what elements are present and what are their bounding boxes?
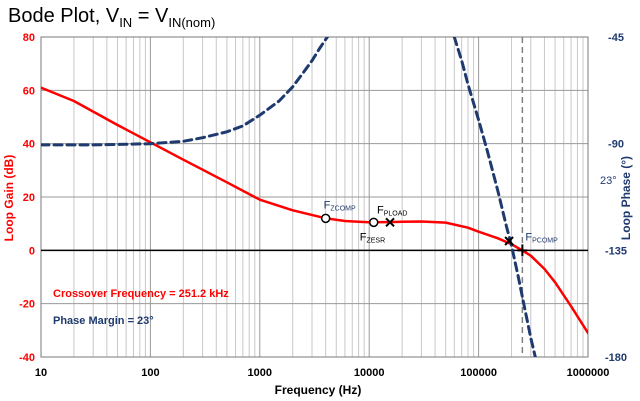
- marker-circle-1: [368, 217, 379, 228]
- marker-plus-4: [517, 244, 528, 257]
- marker-layer: FZCOMP FZESR FPLOAD FPCOMP: [320, 199, 558, 257]
- y-left-tick-label: 60: [23, 85, 35, 97]
- y-axis-left-label: Loop Gain (dB): [2, 155, 16, 242]
- y-right-tick-label: -135: [605, 245, 627, 257]
- y-right-tick-label: -180: [605, 352, 627, 364]
- x-tick-label: 10: [35, 367, 47, 379]
- chart-title: Bode Plot, VIN = VIN(nom): [8, 5, 215, 30]
- y-axis-right-label: Loop Phase (°): [619, 156, 633, 240]
- gain-series-line: [41, 86, 588, 335]
- tick-label-layer: 10 100 1000 10000 100000 1000000 -40 -20 0 20 40 60…: [19, 32, 627, 379]
- zero-line-layer: [41, 37, 588, 357]
- y-left-tick-label: -20: [19, 299, 35, 311]
- y-right-tick-label: -45: [608, 32, 624, 44]
- crossover-annotation: Crossover Frequency = 251.2 kHz: [53, 288, 229, 300]
- marker-label-zcomp: FZCOMP: [324, 199, 356, 212]
- series-layer: [41, 37, 588, 357]
- marker-cross-2: [385, 217, 395, 228]
- phase-margin-annotation: Phase Margin = 23°: [53, 315, 154, 327]
- y-left-tick-label: 40: [23, 139, 35, 151]
- phase-series-line-1: [41, 37, 330, 147]
- y-left-tick-label: 0: [29, 245, 35, 257]
- phase-margin-tag: 23°: [600, 175, 617, 187]
- y-left-tick-label: -40: [19, 352, 35, 364]
- x-tick-label: 100000: [460, 367, 497, 379]
- plot-frame: [40, 36, 589, 358]
- x-tick-label: 10000: [354, 367, 385, 379]
- x-tick-label: 1000000: [567, 367, 610, 379]
- x-axis-label: Frequency (Hz): [275, 383, 362, 397]
- y-left-tick-label: 20: [23, 192, 35, 204]
- x-tick-label: 100: [141, 367, 159, 379]
- y-left-tick-label: 80: [23, 32, 35, 44]
- marker-cross-3: [504, 236, 514, 246]
- x-tick-label: 1000: [248, 367, 272, 379]
- marker-label-zesr: FZESR: [360, 231, 385, 244]
- y-right-tick-label: -90: [608, 139, 624, 151]
- grid: [40, 36, 589, 358]
- marker-label-pcomp: FPCOMP: [525, 231, 558, 244]
- phase-series-line-2: [452, 37, 537, 357]
- marker-label-pload: FPLOAD: [377, 204, 407, 217]
- marker-circle-0: [320, 213, 331, 224]
